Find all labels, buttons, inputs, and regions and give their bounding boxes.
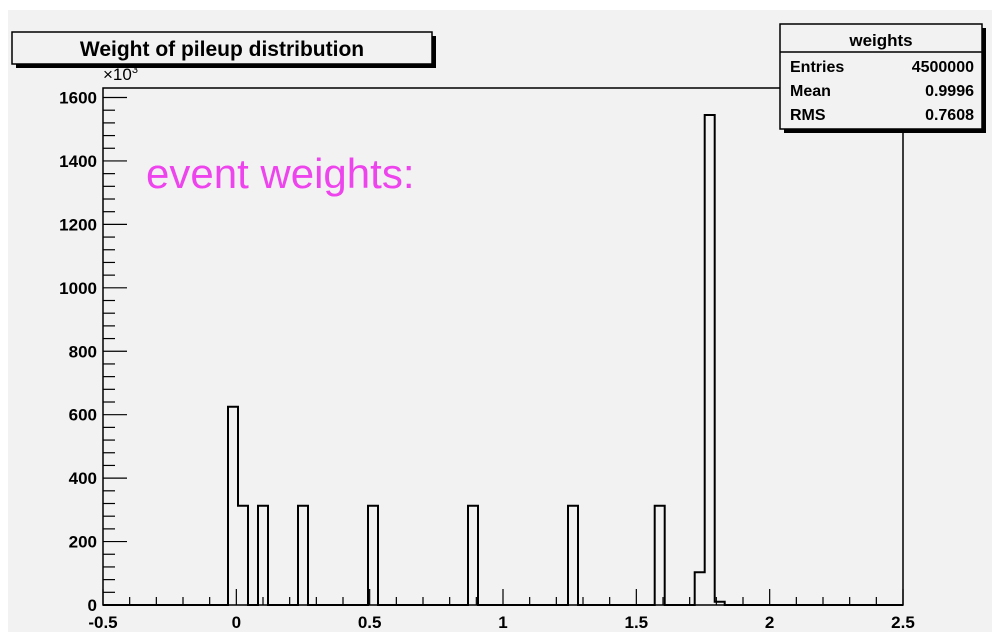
stats-row-label: Mean (790, 83, 831, 100)
stats-row-label: RMS (790, 107, 826, 124)
x-tick-label: 1 (498, 613, 507, 632)
y-tick-label: 200 (69, 533, 97, 552)
axis-tick-labels: -0.5 0 0.5 1 1.5 2 2.5020040060080010001200140… (59, 89, 915, 632)
y-tick-label: 400 (69, 469, 97, 488)
stats-rows: Entries 4500000 Mean 0.9996 RMS 0.7608 (790, 59, 974, 124)
event-weights-annotation: event weights: (146, 150, 415, 197)
y-tick-label: 1200 (59, 215, 97, 234)
x-tick-label: 0 (232, 613, 241, 632)
stats-row-value: 4500000 (912, 59, 974, 76)
plot-area (102, 87, 904, 606)
x-tick-label: -0.5 (88, 613, 117, 632)
stats-row-label: Entries (790, 59, 844, 76)
title-box: Weight of pileup distribution (11, 31, 436, 68)
stats-row-value: 0.9996 (925, 83, 974, 100)
stats-row-value: 0.7608 (925, 107, 974, 124)
histogram-outline (103, 114, 903, 606)
y-tick-label: 1600 (59, 89, 97, 108)
y-tick-label: 0 (88, 596, 97, 615)
y-axis-exponent: ×103 (103, 64, 138, 84)
y-tick-label: 600 (69, 406, 97, 425)
title-box-frame (11, 31, 433, 65)
y-tick-label: 800 (69, 342, 97, 361)
axis-ticks (102, 96, 904, 606)
y-tick-label: 1000 (59, 279, 97, 298)
x-tick-label: 2 (765, 613, 774, 632)
stats-box-frame (779, 23, 983, 130)
x-tick-label: 0.5 (358, 613, 382, 632)
x-tick-label: 2.5 (891, 613, 915, 632)
stats-box: weights Entries 4500000 Mean 0.9996 RMS 0.760… (779, 23, 986, 133)
y-tick-label: 1400 (59, 152, 97, 171)
x-tick-label: 1.5 (625, 613, 649, 632)
stats-name: weights (848, 31, 912, 50)
chart-title: Weight of pileup distribution (80, 38, 364, 61)
